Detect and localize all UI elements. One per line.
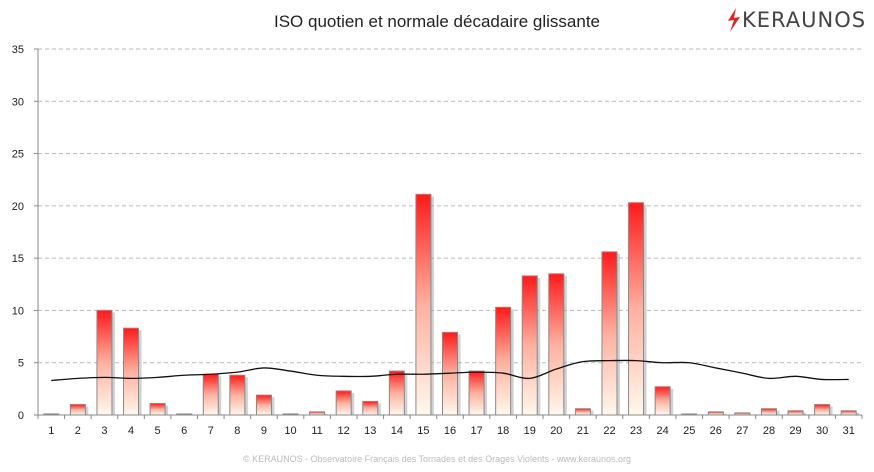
x-tick-label: 2 [75,425,81,437]
bar [521,275,538,416]
x-tick-label: 6 [181,425,187,437]
x-tick-label: 28 [763,425,775,437]
bar [202,373,219,416]
x-tick-label: 29 [789,425,801,437]
x-tick-label: 21 [577,425,589,437]
x-tick-label: 16 [444,425,456,437]
x-tick-label: 17 [470,425,482,437]
bar [255,394,272,416]
bar [362,400,379,416]
x-tick-label: 10 [284,425,296,437]
bar [495,306,512,416]
bar [840,410,857,416]
bar [787,410,804,416]
normal-line [51,359,849,382]
keraunos-logo: KERAUNOS [726,8,866,32]
lightning-icon [728,8,740,32]
x-tick-label: 11 [311,425,322,437]
x-tick-label: 19 [524,425,536,437]
x-tick-label: 27 [736,425,748,437]
y-tick-label: 0 [18,410,24,422]
x-tick-label: 13 [364,425,376,437]
x-tick-label: 26 [710,425,722,437]
x-tick-label: 9 [261,425,267,437]
x-tick-label: 14 [391,425,403,437]
chart-title: ISO quotien et normale décadaire glissan… [273,12,601,31]
y-tick-label: 20 [12,201,24,213]
bar [123,327,140,416]
bar [548,273,565,416]
bar [335,390,352,416]
y-tick-label: 5 [18,358,24,370]
x-tick-label: 5 [155,425,161,437]
bar [601,251,618,416]
x-tick-label: 15 [417,425,429,437]
bar [468,370,485,416]
x-tick-label: 7 [208,425,214,437]
x-tick-label: 23 [630,425,642,437]
y-tick-label: 10 [12,305,24,317]
bar [654,386,671,416]
bar [415,193,432,416]
y-tick-label: 15 [12,253,24,265]
bar [628,202,645,416]
x-tick-label: 22 [603,425,615,437]
x-tick-label: 8 [234,425,240,437]
bar [96,309,113,416]
x-tick-label: 30 [816,425,828,437]
x-tick-label: 31 [843,425,855,437]
x-tick-label: 25 [683,425,695,437]
bar [149,402,166,416]
bar [388,370,405,416]
bar [760,408,777,416]
y-tick-label: 25 [12,149,24,161]
x-tick-label: 1 [48,425,54,437]
y-tick-label: 30 [12,96,24,108]
x-tick-label: 20 [550,425,562,437]
x-tick-label: 18 [497,425,509,437]
logo-text: KERAUNOS [742,8,867,32]
footer-credit: © KERAUNOS - Observatoire Français des T… [243,454,631,464]
x-tick-label: 3 [101,425,107,437]
x-tick-label: 24 [657,425,669,437]
bar [574,408,591,416]
bar [814,404,831,416]
y-tick-label: 35 [12,44,24,56]
bar [229,374,246,416]
bar [69,404,86,416]
x-tick-label: 12 [338,425,350,437]
x-tick-label: 4 [128,425,134,437]
